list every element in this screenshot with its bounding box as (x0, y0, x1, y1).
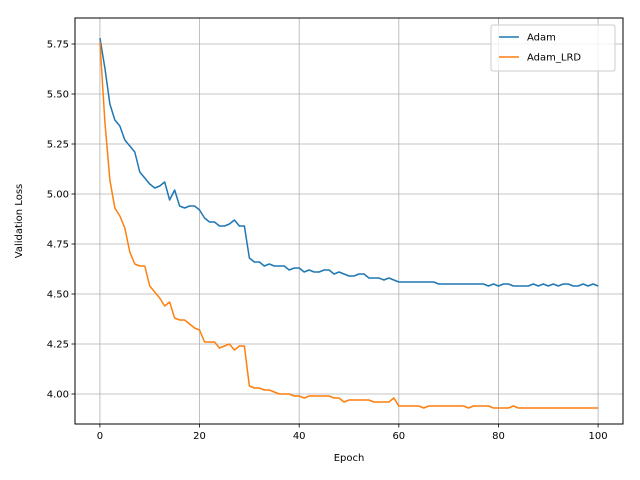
legend-box (490, 24, 616, 72)
series-layer (99, 37, 599, 409)
y-axis-label: Validation Loss (14, 184, 25, 259)
x-tick-label: 80 (492, 431, 505, 442)
y-tick-label: 4.00 (47, 390, 69, 401)
legend: Adam Adam_LRD (490, 24, 616, 72)
y-tick-label: 4.50 (47, 290, 69, 301)
series-line-adam (99, 37, 599, 287)
y-tick-label: 5.75 (47, 40, 69, 51)
x-tick-label: 20 (193, 431, 206, 442)
plot-frame (74, 17, 624, 425)
x-tick-label: 40 (293, 431, 306, 442)
y-tick-label: 5.00 (47, 190, 69, 201)
y-tick-label: 5.50 (47, 90, 69, 101)
series-line-adam-lrd (99, 41, 599, 409)
x-tick-label: 0 (97, 431, 103, 442)
x-tick-label: 60 (392, 431, 405, 442)
grid (75, 18, 623, 424)
x-tick-label: 100 (589, 431, 608, 442)
x-axis-label: Epoch (334, 453, 365, 464)
legend-label: Adam (527, 33, 556, 44)
y-tick-label: 4.75 (47, 240, 69, 251)
y-axis: 4.00 4.25 4.50 4.75 5.00 5.25 5.50 5.75 (47, 40, 75, 401)
legend-label: Adam_LRD (527, 53, 581, 64)
x-axis: 0 20 40 60 80 100 (97, 424, 608, 442)
y-tick-label: 4.25 (47, 340, 69, 351)
y-tick-label: 5.25 (47, 140, 69, 151)
